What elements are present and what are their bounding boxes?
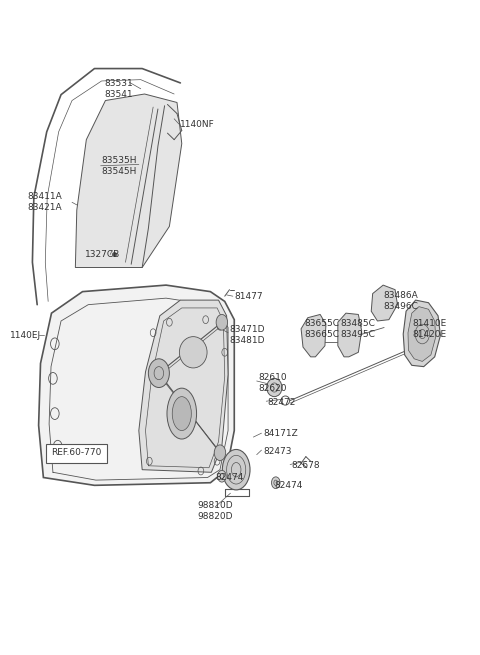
Circle shape bbox=[216, 314, 228, 330]
Text: 1327CB: 1327CB bbox=[85, 250, 120, 259]
Polygon shape bbox=[75, 94, 182, 267]
Text: 82678: 82678 bbox=[291, 461, 320, 470]
Ellipse shape bbox=[267, 379, 282, 397]
Text: 81477: 81477 bbox=[234, 291, 263, 301]
Ellipse shape bbox=[167, 388, 197, 439]
Text: 81410E
81420E: 81410E 81420E bbox=[413, 319, 447, 339]
Circle shape bbox=[217, 470, 226, 482]
Text: 1140NF: 1140NF bbox=[180, 119, 215, 128]
Text: 98810D
98820D: 98810D 98820D bbox=[197, 501, 233, 521]
Text: 1140EJ: 1140EJ bbox=[10, 331, 41, 340]
Text: 82474: 82474 bbox=[275, 481, 303, 490]
FancyBboxPatch shape bbox=[46, 443, 108, 463]
Polygon shape bbox=[371, 285, 397, 321]
Text: REF.60-770: REF.60-770 bbox=[51, 448, 102, 457]
Ellipse shape bbox=[172, 397, 192, 430]
Circle shape bbox=[214, 445, 226, 460]
Circle shape bbox=[272, 477, 280, 489]
Text: 83535H
83545H: 83535H 83545H bbox=[102, 156, 137, 176]
Ellipse shape bbox=[222, 449, 250, 490]
Text: 83411A
83421A: 83411A 83421A bbox=[28, 192, 62, 212]
Polygon shape bbox=[408, 307, 436, 362]
Ellipse shape bbox=[180, 337, 207, 368]
Polygon shape bbox=[38, 285, 234, 485]
Text: 82473: 82473 bbox=[263, 447, 291, 456]
Text: 83486A
83496C: 83486A 83496C bbox=[383, 291, 418, 312]
Text: 83485C
83495C: 83485C 83495C bbox=[340, 319, 375, 339]
Polygon shape bbox=[338, 313, 362, 357]
Text: 84171Z: 84171Z bbox=[263, 428, 298, 438]
Polygon shape bbox=[139, 300, 228, 472]
Text: 82474: 82474 bbox=[215, 473, 243, 482]
Polygon shape bbox=[301, 314, 326, 357]
Circle shape bbox=[148, 359, 169, 388]
Text: 83531
83541: 83531 83541 bbox=[104, 79, 132, 100]
Text: 83471D
83481D: 83471D 83481D bbox=[229, 326, 265, 345]
Text: 82610
82620: 82610 82620 bbox=[258, 373, 287, 393]
Polygon shape bbox=[403, 300, 441, 367]
Text: 83655C
83665C: 83655C 83665C bbox=[304, 319, 339, 339]
Text: 82472: 82472 bbox=[268, 398, 296, 407]
